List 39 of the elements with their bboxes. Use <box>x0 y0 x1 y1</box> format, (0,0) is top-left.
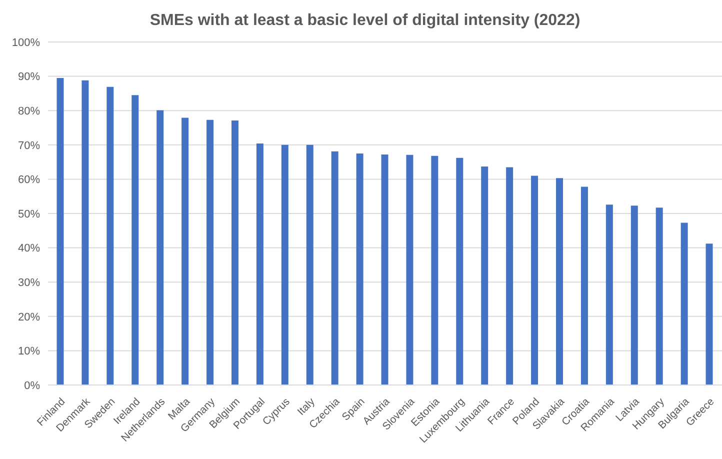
bar <box>331 151 338 385</box>
bar <box>206 120 214 385</box>
y-tick-label: 40% <box>18 242 40 255</box>
bar <box>406 154 414 385</box>
bar <box>706 244 713 385</box>
bar <box>156 110 164 385</box>
bar <box>606 204 613 385</box>
chart-title: SMEs with at least a basic level of digital intensity (2022) <box>148 11 582 31</box>
y-tick-label: 30% <box>18 277 40 290</box>
y-tick-label: 60% <box>18 174 40 186</box>
bar <box>431 156 438 385</box>
y-tick-label: 70% <box>18 140 40 152</box>
bar <box>306 144 314 385</box>
bar <box>381 154 388 385</box>
bar <box>106 86 114 385</box>
bar <box>531 176 538 385</box>
bar <box>256 144 264 385</box>
bar <box>231 120 238 385</box>
y-tick-label: 50% <box>18 208 40 220</box>
y-tick-label: 80% <box>18 106 40 118</box>
bar <box>356 153 364 385</box>
bar <box>481 166 488 385</box>
bar <box>456 158 464 385</box>
y-tick-label: 90% <box>18 71 40 84</box>
bar <box>132 95 139 385</box>
bar <box>506 167 514 385</box>
bar <box>680 222 688 385</box>
bar <box>656 208 663 385</box>
bar <box>82 80 89 385</box>
y-tick-label: 100% <box>12 36 40 49</box>
y-tick-label: 10% <box>18 346 40 358</box>
bar <box>56 78 64 385</box>
y-tick-label: 20% <box>18 311 40 324</box>
y-tick-label: 0% <box>24 380 40 392</box>
bar <box>580 186 588 385</box>
bar <box>182 118 189 385</box>
bar <box>281 144 288 385</box>
bar <box>630 206 638 385</box>
bar <box>556 178 563 385</box>
